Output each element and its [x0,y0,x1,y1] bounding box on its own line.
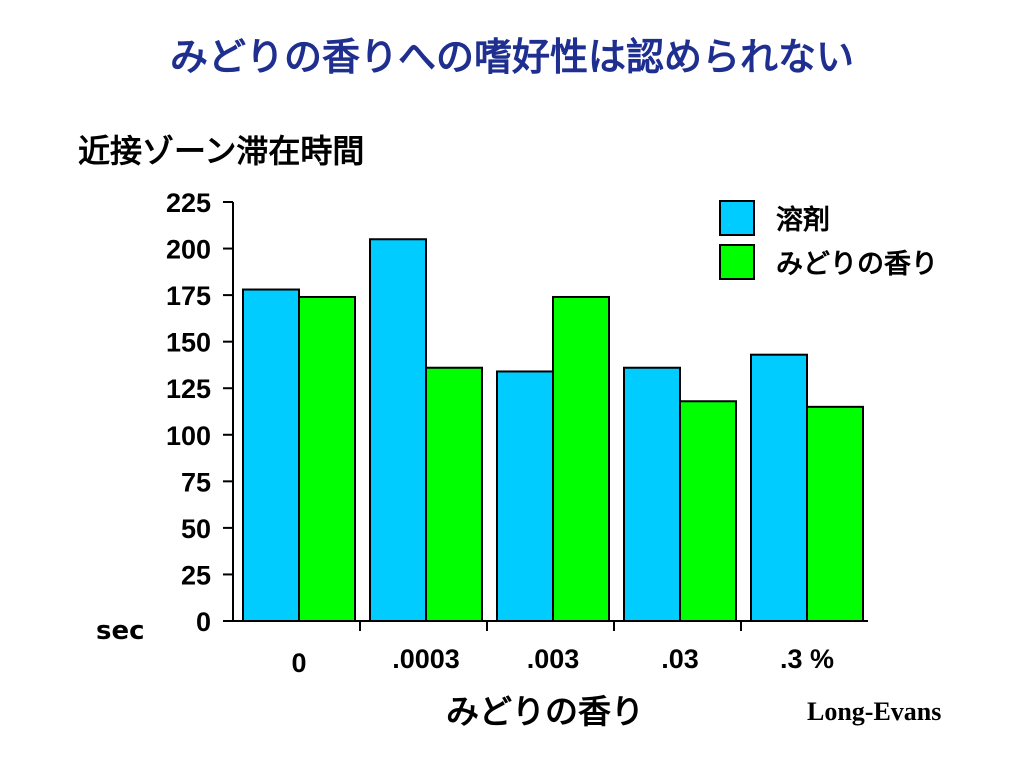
x-tick-label: .0003 [392,644,460,674]
y-tick-label: 0 [196,607,211,637]
chart-subtitle: 近接ゾーン滞在時間 [78,132,365,170]
y-tick-label: 225 [166,188,211,218]
y-tick-label: 75 [181,467,211,497]
x-tick-label: .03 [661,644,699,674]
y-tick-label: 25 [181,560,211,590]
y-tick-label: 200 [166,235,211,265]
x-axis-title: みどりの香り [446,692,644,731]
bar-green-odor-0 [298,295,356,622]
y-tick-label: 125 [166,374,211,404]
y-tick-label: 50 [181,514,211,544]
slide-title: みどりの香りへの嗜好性は認められない [169,35,854,79]
bar-green-odor-1 [425,366,483,622]
x-tick-label: 0 [291,648,306,678]
bar-solvent-4 [750,353,808,622]
bar-solvent-2 [496,370,554,622]
y-tick-label: 150 [166,328,211,358]
bar-solvent-0 [242,288,300,622]
legend-swatch [719,244,755,280]
bar-green-odor-2 [552,295,610,622]
bar-green-odor-3 [679,400,737,622]
bar-solvent-3 [623,366,681,622]
y-unit-label: sec [96,616,145,646]
source-label: Long-Evans [807,697,942,726]
x-tick-label: .003 [527,644,580,674]
legend-swatch [719,200,755,236]
y-tick-label: 100 [166,421,211,451]
y-tick-label: 175 [166,281,211,311]
bar-green-odor-4 [806,405,864,622]
x-tick-label: .3 % [780,644,834,674]
legend-label: 溶剤 [776,204,830,236]
bar-solvent-1 [369,238,427,622]
legend-label: みどりの香り [776,249,938,280]
